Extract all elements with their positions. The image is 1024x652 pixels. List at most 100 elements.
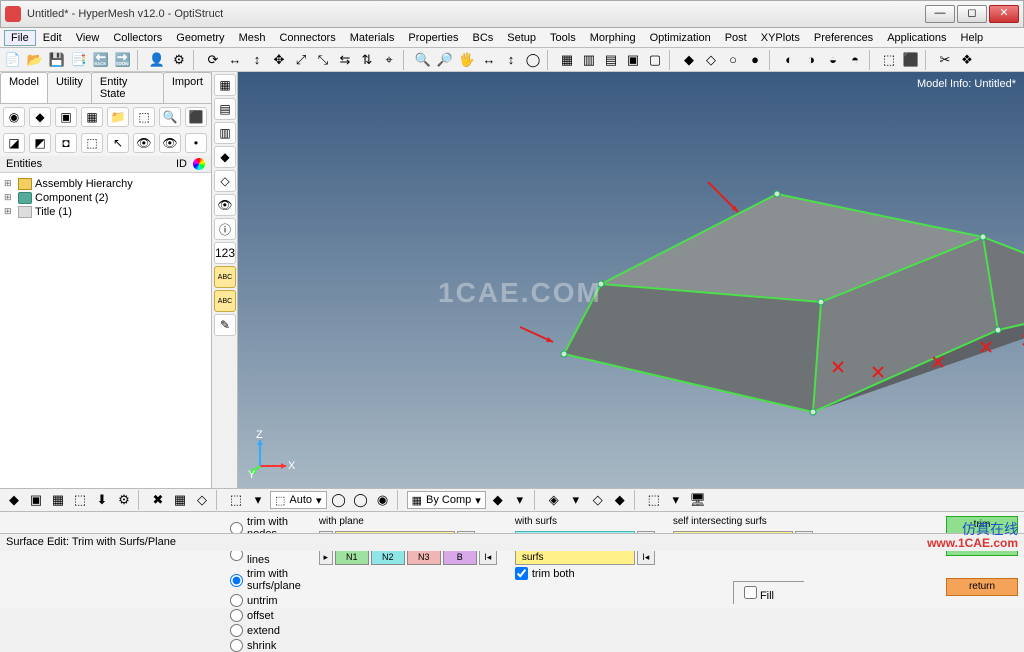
toolbar-button[interactable]: ⚙ xyxy=(169,50,189,70)
toolbar-button[interactable]: ◯ xyxy=(523,50,543,70)
menu-post[interactable]: Post xyxy=(718,30,754,46)
display-tool-button[interactable]: ▦ xyxy=(170,490,190,510)
display-tool-button[interactable]: ⬚ xyxy=(226,490,246,510)
display-tool-button[interactable]: ◆ xyxy=(610,490,630,510)
display-tool-button[interactable]: ✖ xyxy=(148,490,168,510)
menu-optimization[interactable]: Optimization xyxy=(643,30,718,46)
display-tool-button[interactable]: ◉ xyxy=(373,490,393,510)
minimize-button[interactable]: — xyxy=(925,5,955,23)
menu-bcs[interactable]: BCs xyxy=(466,30,501,46)
chips-reset[interactable]: I◂ xyxy=(479,549,497,565)
toolbar-button[interactable]: ▤ xyxy=(601,50,621,70)
toolbar-button[interactable]: 📄 xyxy=(3,50,23,70)
toolbar-button[interactable]: ↔ xyxy=(225,50,245,70)
viewport-tool-button[interactable]: ◇ xyxy=(214,170,236,192)
toolbar-button[interactable]: ▦ xyxy=(557,50,577,70)
toolbar-button[interactable]: ◆ xyxy=(679,50,699,70)
browser-tool-icon[interactable]: 👁 xyxy=(159,133,181,153)
toolbar-button[interactable]: 👤 xyxy=(147,50,167,70)
toolbar-button[interactable]: ⇆ xyxy=(335,50,355,70)
toolbar-button[interactable]: ✥ xyxy=(269,50,289,70)
toolbar-button[interactable]: ✂ xyxy=(935,50,955,70)
display-tool-button[interactable]: ▾ xyxy=(510,490,530,510)
browser-tool-icon[interactable]: ◆ xyxy=(29,107,51,127)
display-tool-button[interactable]: ◇ xyxy=(588,490,608,510)
toolbar-button[interactable]: ⇅ xyxy=(357,50,377,70)
toolbar-button[interactable]: ❖ xyxy=(957,50,977,70)
tree-item[interactable]: Assembly Hierarchy xyxy=(4,177,207,191)
toolbar-button[interactable]: ◑ xyxy=(801,50,821,70)
browser-tool-icon[interactable]: ◪ xyxy=(3,133,25,153)
toolbar-button[interactable]: 📂 xyxy=(25,50,45,70)
radio-trim-with-surfs-plane[interactable]: trim with surfs/plane xyxy=(230,568,301,592)
tree-item[interactable]: Component (2) xyxy=(4,191,207,205)
browser-tool-icon[interactable]: ↖ xyxy=(107,133,129,153)
viewport-tool-button[interactable]: ABC xyxy=(214,266,236,288)
display-tool-button[interactable]: ▾ xyxy=(566,490,586,510)
node-chip-n2[interactable]: N2 xyxy=(371,549,405,565)
menu-collectors[interactable]: Collectors xyxy=(106,30,169,46)
browser-tool-icon[interactable]: 👁 xyxy=(133,133,155,153)
tab-entity-state[interactable]: Entity State xyxy=(91,72,164,103)
display-tool-button[interactable]: ▣ xyxy=(26,490,46,510)
menu-mesh[interactable]: Mesh xyxy=(232,30,273,46)
radio-untrim[interactable]: untrim xyxy=(230,594,301,607)
browser-tool-icon[interactable]: ◩ xyxy=(29,133,51,153)
tree-item[interactable]: Title (1) xyxy=(4,205,207,219)
display-tool-button[interactable]: ◇ xyxy=(192,490,212,510)
browser-tool-icon[interactable]: ▣ xyxy=(55,107,77,127)
menu-morphing[interactable]: Morphing xyxy=(583,30,643,46)
fill-checkbox[interactable] xyxy=(744,586,757,599)
node-chip-b[interactable]: B xyxy=(443,549,477,565)
display-tool-button[interactable]: ⬚ xyxy=(70,490,90,510)
toolbar-button[interactable]: 🔍 xyxy=(413,50,433,70)
toolbar-button[interactable]: ◒ xyxy=(823,50,843,70)
toolbar-button[interactable]: 🖐 xyxy=(457,50,477,70)
menu-geometry[interactable]: Geometry xyxy=(169,30,231,46)
display-tool-button[interactable]: ⬚ xyxy=(644,490,664,510)
viewport-tool-button[interactable]: ▦ xyxy=(214,74,236,96)
menu-applications[interactable]: Applications xyxy=(880,30,953,46)
viewport-tool-button[interactable]: ▥ xyxy=(214,122,236,144)
surfs-field-2[interactable]: surfs xyxy=(515,549,635,565)
close-button[interactable]: ✕ xyxy=(989,5,1019,23)
tab-import[interactable]: Import xyxy=(163,72,212,103)
trim-both-checkbox[interactable] xyxy=(515,567,528,580)
radio-offset[interactable]: offset xyxy=(230,609,301,622)
display-tool-button[interactable]: ▾ xyxy=(666,490,686,510)
toolbar-button[interactable]: ⤡ xyxy=(313,50,333,70)
toolbar-button[interactable]: ◇ xyxy=(701,50,721,70)
toolbar-button[interactable]: 🔜 xyxy=(113,50,133,70)
menu-properties[interactable]: Properties xyxy=(401,30,465,46)
viewport-tool-button[interactable]: 👁 xyxy=(214,194,236,216)
tab-model[interactable]: Model xyxy=(0,72,48,103)
toolbar-button[interactable]: 🔙 xyxy=(91,50,111,70)
display-tool-button[interactable]: ◆ xyxy=(488,490,508,510)
return-button[interactable]: return xyxy=(946,578,1018,596)
display-tool-button[interactable]: ◆ xyxy=(4,490,24,510)
menu-materials[interactable]: Materials xyxy=(343,30,402,46)
display-tool-button[interactable]: ◯ xyxy=(329,490,349,510)
surfs2-reset[interactable]: I◂ xyxy=(637,549,655,565)
tab-utility[interactable]: Utility xyxy=(47,72,92,103)
node-chip-n3[interactable]: N3 xyxy=(407,549,441,565)
menu-help[interactable]: Help xyxy=(954,30,991,46)
display-tool-button[interactable]: ⬇ xyxy=(92,490,112,510)
toolbar-button[interactable]: ● xyxy=(745,50,765,70)
color-mode-combo[interactable]: ▦By Comp▾ xyxy=(407,491,486,509)
menu-connectors[interactable]: Connectors xyxy=(272,30,342,46)
browser-tool-icon[interactable]: • xyxy=(185,133,207,153)
toolbar-button[interactable]: ⌖ xyxy=(379,50,399,70)
toolbar-button[interactable]: ⟳ xyxy=(203,50,223,70)
menu-xyplots[interactable]: XYPlots xyxy=(754,30,807,46)
display-tool-button[interactable]: ◯ xyxy=(351,490,371,510)
display-tool-button[interactable]: ▦ xyxy=(48,490,68,510)
menu-file[interactable]: File xyxy=(4,30,36,46)
browser-tool-icon[interactable]: ◘ xyxy=(55,133,77,153)
display-tool-button[interactable]: 🖥 xyxy=(688,490,708,510)
plane-nodes-prev[interactable]: ▸ xyxy=(319,549,333,565)
toolbar-button[interactable]: ▣ xyxy=(623,50,643,70)
model-tree[interactable]: Assembly HierarchyComponent (2)Title (1) xyxy=(0,173,211,488)
viewport-tool-button[interactable]: 123 xyxy=(214,242,236,264)
toolbar-button[interactable]: ▥ xyxy=(579,50,599,70)
